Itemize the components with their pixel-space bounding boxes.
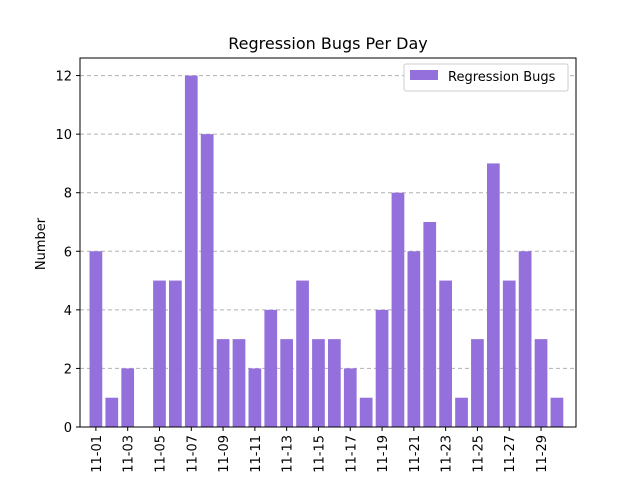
- bar: [248, 368, 262, 427]
- bars: [89, 75, 564, 428]
- x-tick-label: 11-01: [90, 435, 105, 473]
- bar: [153, 280, 166, 427]
- bar: [184, 75, 198, 428]
- legend-swatch: [410, 70, 438, 80]
- x-tick-label: 11-27: [503, 435, 518, 473]
- bar: [423, 222, 437, 427]
- bar: [407, 251, 421, 427]
- y-tick-label: 4: [64, 304, 72, 319]
- plot-frame: [79, 57, 577, 428]
- bar: [312, 339, 325, 427]
- bar: [534, 339, 548, 427]
- bar: [169, 280, 182, 427]
- bar: [455, 397, 468, 427]
- x-ticks: 11-01 11-03 11-05 11-07 11-09 11-11 11-13 11-15…: [90, 427, 550, 473]
- x-tick-label: 11-23: [440, 435, 455, 473]
- bar: [216, 339, 230, 427]
- bar: [518, 251, 532, 427]
- x-tick-label: 11-05: [153, 435, 168, 473]
- y-tick-label: 12: [55, 70, 72, 85]
- x-tick-label: 11-11: [249, 435, 264, 473]
- bar: [550, 397, 564, 427]
- y-tick-label: 2: [64, 362, 72, 377]
- x-tick-label: 11-15: [312, 435, 327, 473]
- bar: [471, 339, 484, 427]
- bar: [264, 309, 278, 427]
- y-tick-label: 10: [55, 128, 72, 143]
- x-tick-label: 11-17: [344, 435, 359, 473]
- bar: [343, 368, 357, 427]
- x-tick-label: 11-13: [281, 435, 296, 473]
- bar: [296, 280, 309, 427]
- bar: [359, 397, 373, 427]
- y-ticks: 0 2 4 6 8 10 12: [55, 70, 80, 436]
- y-tick-label: 6: [64, 245, 72, 260]
- bar: [232, 339, 246, 427]
- bar: [200, 134, 214, 427]
- x-tick-label: 11-25: [471, 435, 486, 473]
- bar: [486, 163, 500, 427]
- x-tick-label: 11-21: [408, 435, 423, 473]
- legend-label: Regression Bugs: [448, 70, 556, 85]
- chart-title: Regression Bugs Per Day: [228, 34, 427, 53]
- y-tick-label: 0: [64, 421, 72, 436]
- bar: [280, 339, 294, 427]
- legend-box: [403, 63, 569, 92]
- axes: [79, 57, 577, 428]
- x-tick-label: 11-29: [535, 435, 550, 473]
- x-tick-label: 11-19: [376, 435, 391, 473]
- x-tick-label: 11-09: [217, 435, 232, 473]
- bar: [502, 280, 516, 427]
- bar: [328, 339, 341, 427]
- y-tick-label: 8: [64, 187, 72, 202]
- bar: [89, 251, 103, 427]
- bar: [439, 280, 452, 427]
- bar: [391, 192, 405, 427]
- y-axis-label: Number: [34, 217, 49, 270]
- bar: [375, 309, 389, 427]
- x-tick-label: 11-07: [185, 435, 200, 473]
- bar: [121, 368, 135, 427]
- legend: Regression Bugs: [403, 63, 569, 92]
- x-tick-label: 11-03: [122, 435, 137, 473]
- bar: [105, 397, 119, 427]
